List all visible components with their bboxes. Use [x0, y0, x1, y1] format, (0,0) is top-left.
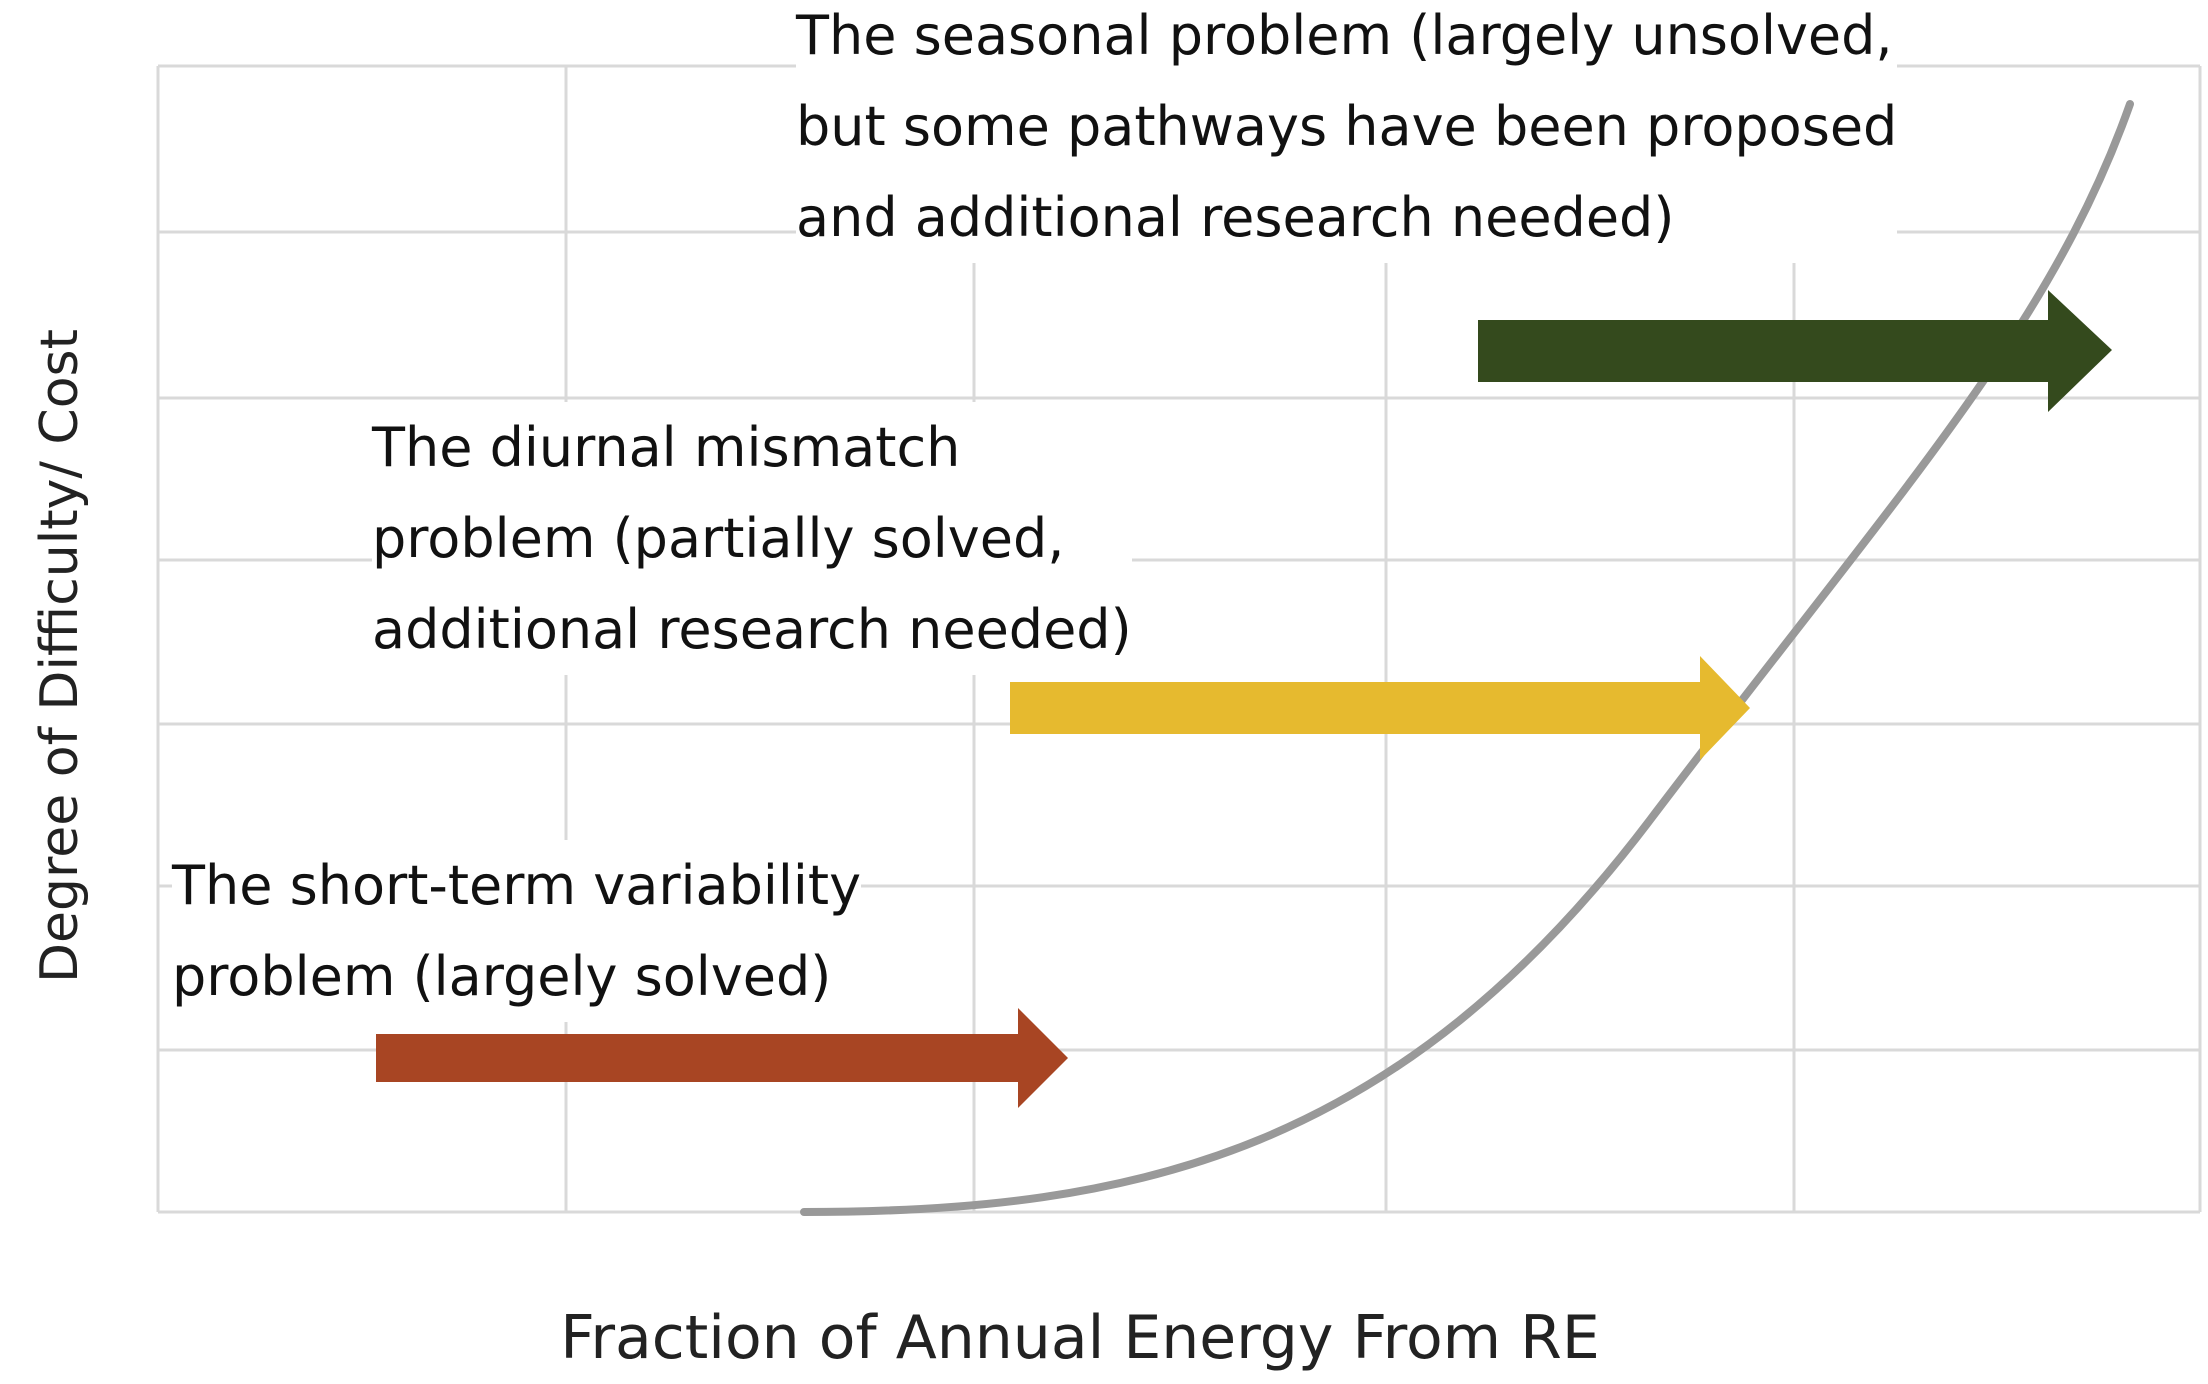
label-line: The diurnal mismatch	[372, 416, 961, 479]
label-line: additional research needed)	[372, 598, 1132, 661]
short-term-problem-label: The short-term variability problem (larg…	[172, 840, 862, 1022]
label-line: and additional research needed)	[796, 186, 1675, 249]
seasonal-arrow	[1478, 290, 2112, 412]
label-line: problem (largely solved)	[172, 945, 832, 1008]
difficulty-curve	[800, 100, 2134, 1216]
short-term-arrow	[376, 1008, 1068, 1108]
y-axis-label: Degree of Difficulty/ Cost	[30, 328, 90, 984]
seasonal-problem-label: The seasonal problem (largely unsolved, …	[796, 0, 1898, 263]
label-line: The short-term variability	[172, 854, 862, 917]
diurnal-arrow	[1010, 656, 1750, 760]
x-axis-label: Fraction of Annual Energy From RE	[560, 1303, 1600, 1373]
diurnal-problem-label: The diurnal mismatch problem (partially …	[372, 402, 1132, 675]
label-line: problem (partially solved,	[372, 507, 1065, 570]
label-line: but some pathways have been proposed	[796, 95, 1898, 158]
label-line: The seasonal problem (largely unsolved,	[796, 4, 1893, 67]
